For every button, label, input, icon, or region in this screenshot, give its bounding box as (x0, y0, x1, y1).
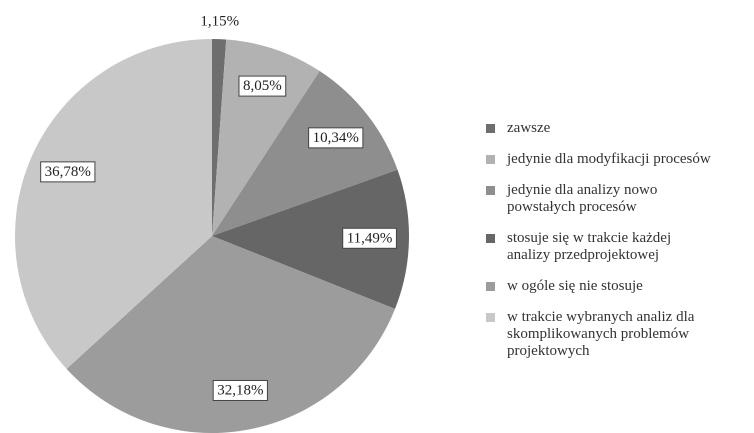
legend-label: w trakcie wybranych analiz dla skompliko… (507, 309, 695, 359)
pie-area: 1,15% 8,05% 10,34% 11,49% 32,18% 36,78% (15, 14, 410, 433)
label-box (40, 161, 96, 183)
legend-label: stosuje się w trakcie każdej analizy prz… (507, 230, 672, 263)
label-box (238, 75, 287, 97)
data-label-text: 36,78% (45, 164, 91, 180)
data-label: 36,78% (40, 161, 96, 183)
legend-item: jedynie dla analizy nowo powstałych proc… (482, 182, 747, 216)
pie-slice (212, 39, 227, 236)
pie-slice (66, 236, 396, 433)
legend-label: zawsze (507, 120, 551, 136)
legend-label: jedynie dla modyfikacji procesów (507, 151, 711, 167)
data-label-text: 8,05% (243, 78, 282, 94)
legend-label: w ogóle się nie stosuje (507, 278, 643, 294)
data-label-text: 10,34% (313, 130, 359, 146)
legend-item: w ogóle się nie stosuje (482, 278, 747, 295)
legend-item: stosuje się w trakcie każdej analizy prz… (482, 230, 747, 264)
legend-swatch (486, 186, 495, 195)
data-label-text: 11,49% (347, 230, 393, 246)
pie-slice (212, 71, 398, 236)
data-label: 10,34% (308, 127, 364, 149)
data-label: 11,49% (342, 227, 397, 249)
data-label-text: 1,15% (200, 14, 239, 30)
data-label-text: 32,18% (217, 382, 263, 398)
legend-item: zawsze (482, 120, 747, 137)
legend-swatch (486, 155, 495, 164)
legend-swatch (486, 234, 495, 243)
legend: zawsze jedynie dla modyfikacji procesów je… (482, 120, 747, 374)
legend-item: jedynie dla modyfikacji procesów (482, 151, 747, 168)
legend-swatch (486, 124, 495, 133)
data-label: 32,18% (212, 379, 268, 401)
data-label: 1,15% (200, 14, 239, 30)
legend-item: w trakcie wybranych analiz dla skompliko… (482, 309, 747, 360)
pie-slice (15, 39, 212, 369)
legend-swatch (486, 313, 495, 322)
legend-label: jedynie dla analizy nowo powstałych proc… (507, 182, 658, 215)
label-box (212, 379, 268, 401)
legend-swatch (486, 282, 495, 291)
label-box (342, 227, 397, 249)
data-label: 8,05% (238, 75, 287, 97)
pie-slice (212, 169, 410, 309)
label-box (308, 127, 364, 149)
